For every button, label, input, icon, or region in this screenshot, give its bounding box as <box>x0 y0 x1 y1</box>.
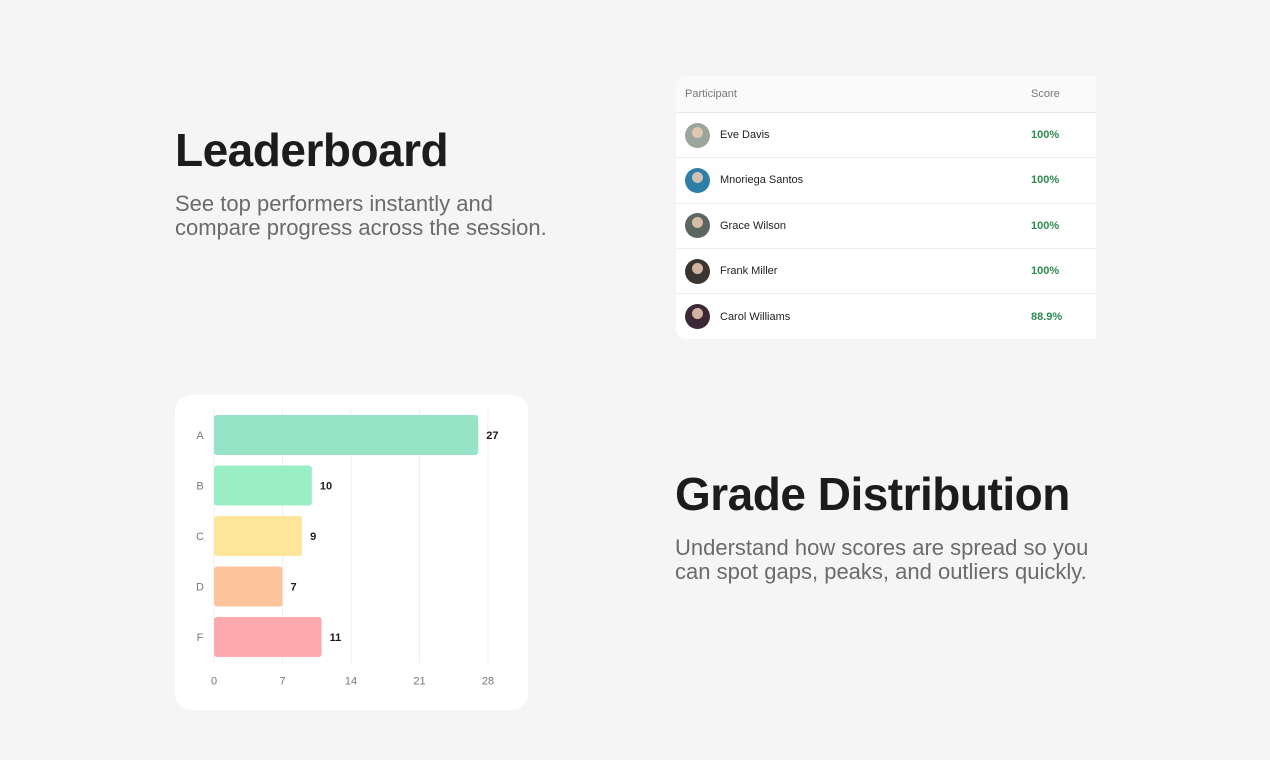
avatar <box>685 304 710 330</box>
bar-d <box>214 566 283 607</box>
participant-score: 100% <box>1031 219 1060 232</box>
category-label: B <box>196 481 203 493</box>
participant-name: Eve Davis <box>720 129 770 142</box>
data-label: 10 <box>320 481 332 493</box>
grade-distribution-heading: Grade Distribution <box>675 468 1070 520</box>
participant-name: Carol Williams <box>720 310 791 323</box>
table-row[interactable]: Eve Davis 100% <box>676 113 1096 159</box>
category-label: C <box>196 531 204 543</box>
category-label: D <box>196 582 204 594</box>
participant-score: 100% <box>1031 265 1060 278</box>
data-label: 27 <box>486 430 498 442</box>
bar-a <box>214 415 479 455</box>
bar-f <box>214 617 322 657</box>
table-row[interactable]: Grace Wilson 100% <box>676 204 1096 249</box>
column-header-participant[interactable]: Participant <box>685 88 737 100</box>
leaderboard-description: See top performers instantly and compare… <box>175 191 547 240</box>
x-tick-label: 28 <box>482 676 494 688</box>
grade-distribution-section-text: Grade Distribution Understand how scores… <box>675 468 1115 584</box>
category-label: A <box>196 430 204 442</box>
column-header-score[interactable]: Score <box>1031 88 1060 100</box>
data-label: 11 <box>330 632 342 644</box>
bar-chart-svg: 0 7 14 21 28 A 27 B 10 C 9 D 7 F 11 <box>196 409 498 688</box>
participant-score: 100% <box>1031 129 1060 142</box>
table-row[interactable]: Frank Miller 100% <box>676 249 1096 295</box>
x-tick-label: 21 <box>413 676 425 688</box>
data-label: 7 <box>291 582 297 594</box>
table-row[interactable]: Carol Williams 88.9% <box>676 294 1096 339</box>
participant-score: 100% <box>1031 174 1060 187</box>
participant-score: 88.9% <box>1031 310 1063 323</box>
category-label: F <box>197 632 204 644</box>
table-row[interactable]: Mnoriega Santos 100% <box>676 158 1096 204</box>
participant-name: Mnoriega Santos <box>720 174 804 187</box>
avatar <box>685 213 710 239</box>
avatar <box>685 122 710 148</box>
x-tick-label: 14 <box>345 676 357 688</box>
participant-name: Grace Wilson <box>720 219 787 232</box>
x-tick-label: 7 <box>279 676 285 688</box>
leaderboard-heading: Leaderboard <box>175 124 449 176</box>
avatar <box>685 167 710 193</box>
grade-distribution-chart: 0 7 14 21 28 A 27 B 10 C 9 D 7 F 11 <box>175 395 528 710</box>
bar-c <box>214 516 303 556</box>
data-label: 9 <box>310 531 316 543</box>
x-tick-label: 0 <box>211 676 217 688</box>
avatar <box>685 258 710 284</box>
leaderboard-section-text: Leaderboard See top performers instantly… <box>175 124 555 240</box>
participant-name: Frank Miller <box>720 265 778 278</box>
leaderboard-table-header: Participant Score <box>676 76 1096 113</box>
grade-distribution-description: Understand how scores are spread so you … <box>675 535 1089 584</box>
bar-b <box>214 465 312 506</box>
leaderboard-table: Participant Score Eve Davis 100% Mnorieg… <box>676 76 1096 339</box>
